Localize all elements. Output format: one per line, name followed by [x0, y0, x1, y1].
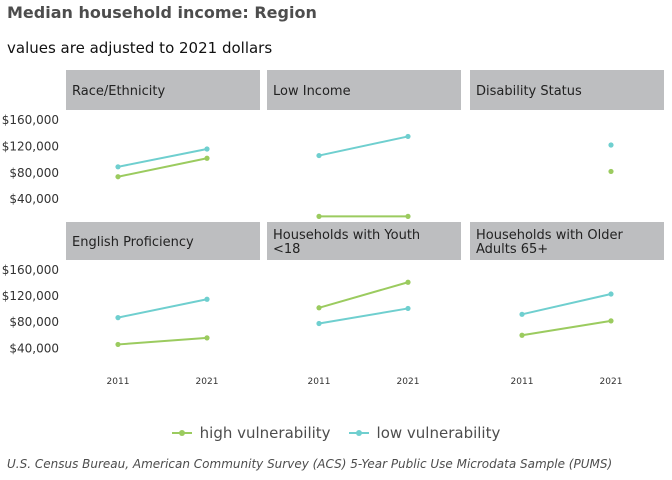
- y-tick-label: $160,000: [2, 263, 59, 277]
- facet-strip: [66, 222, 260, 260]
- data-point: [316, 213, 322, 219]
- x-tick-label: 2021: [196, 377, 219, 387]
- data-point: [405, 279, 411, 285]
- data-point: [115, 174, 121, 180]
- legend-item-low[interactable]: low vulnerability: [348, 424, 501, 442]
- data-point: [608, 291, 614, 297]
- data-point: [405, 213, 411, 219]
- x-tick-label: 2011: [107, 377, 130, 387]
- y-tick-label: $120,000: [2, 289, 59, 303]
- legend-item-high[interactable]: high vulnerability: [171, 424, 331, 442]
- series-line: [521, 293, 612, 316]
- y-tick-label: $80,000: [9, 315, 59, 329]
- x-tick-label: 2011: [308, 377, 331, 387]
- y-tick-label: $80,000: [9, 166, 59, 180]
- series-line: [318, 307, 409, 325]
- data-point: [316, 305, 322, 311]
- series-line: [117, 157, 208, 178]
- facet-title: English Proficiency: [72, 235, 194, 250]
- data-point: [204, 335, 210, 341]
- x-tick-label: 2021: [600, 377, 623, 387]
- data-point: [519, 332, 525, 338]
- data-point: [316, 320, 322, 327]
- legend: high vulnerability low vulnerability: [0, 424, 672, 442]
- facet-title: Low Income: [273, 84, 351, 99]
- data-point: [519, 311, 525, 317]
- legend-key-high: [171, 428, 192, 438]
- y-tick-label: $40,000: [9, 192, 59, 206]
- legend-label-low: low vulnerability: [376, 424, 501, 442]
- chart-title: Median household income: Region: [7, 3, 317, 22]
- data-point: [405, 133, 411, 140]
- data-point: [608, 142, 614, 148]
- facet-chart: $40,000 $80,000 $120,000 $160,000 $40,000 $80…: [2, 70, 664, 387]
- series-line: [318, 135, 409, 157]
- y-tick-label: $40,000: [9, 341, 59, 355]
- data-point: [204, 296, 210, 302]
- legend-key-low: [348, 428, 369, 438]
- facet-title: Disability Status: [476, 84, 582, 99]
- series-line: [521, 319, 612, 337]
- data-point: [115, 315, 121, 321]
- facet-strip: [267, 222, 461, 260]
- data-point: [316, 152, 322, 159]
- data-point: [608, 318, 614, 324]
- data-point: [115, 341, 121, 348]
- data-point: [405, 305, 411, 312]
- x-tick-label: 2011: [511, 377, 534, 387]
- y-tick-label: $160,000: [2, 113, 59, 127]
- facet-strip: [470, 222, 664, 260]
- legend-label-high: high vulnerability: [199, 424, 331, 442]
- data-point: [204, 155, 210, 161]
- facet-strip: [470, 70, 664, 110]
- facet-strip: [267, 70, 461, 110]
- source-caption: U.S. Census Bureau, American Community S…: [7, 457, 613, 471]
- series-line: [117, 336, 208, 346]
- facet-title: Households with Youth <18: [273, 228, 420, 257]
- data-point: [115, 164, 121, 170]
- data-point: [608, 168, 614, 175]
- chart-subtitle: values are adjusted to 2021 dollars: [7, 39, 273, 57]
- facet-strip: [66, 70, 260, 110]
- x-tick-label: 2021: [397, 377, 420, 387]
- y-tick-label: $120,000: [2, 139, 59, 153]
- series-line: [117, 147, 208, 168]
- series-line: [318, 281, 409, 309]
- series-line: [117, 298, 208, 319]
- facet-title: Households with Older Adults 65+: [476, 228, 624, 257]
- data-point: [204, 146, 210, 152]
- facet-title: Race/Ethnicity: [72, 84, 165, 99]
